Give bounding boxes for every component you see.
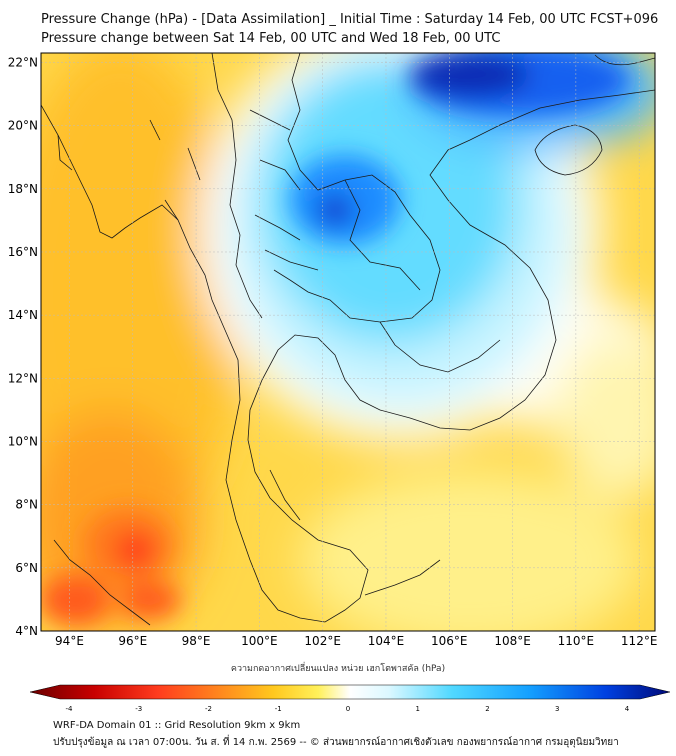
lon-label: 112°E — [621, 634, 658, 648]
colorbar-tick-label: 2 — [485, 705, 489, 713]
footer-credit: ปรับปรุงข้อมูล ณ เวลา 07:00น. วัน ส. ที่… — [53, 737, 619, 748]
map-frame — [40, 52, 656, 632]
colorbar-bar — [29, 684, 671, 700]
lat-label: 20°N — [8, 119, 38, 133]
lon-label: 94°E — [55, 634, 84, 648]
colorbar-tick-label: -4 — [66, 705, 74, 713]
lat-label: 8°N — [15, 498, 38, 512]
footer-model-info: WRF-DA Domain 01 :: Grid Resolution 9km … — [53, 720, 301, 731]
lon-label: 106°E — [431, 634, 468, 648]
colorbar-tick-label: 3 — [555, 705, 559, 713]
lat-label: 18°N — [8, 182, 38, 196]
longitude-labels: 94°E 96°E 98°E 100°E 102°E 104°E 106°E 108°E 110… — [55, 634, 657, 648]
colorbar-tick-label: 0 — [346, 705, 350, 713]
lat-label: 12°N — [8, 371, 38, 385]
lat-label: 10°N — [8, 434, 38, 448]
latitude-labels: 22°N 20°N 18°N 16°N 14°N 12°N 10°N 8°N 6°N 4°N — [8, 55, 38, 638]
colorbar-label: ความกดอากาศเปลี่ยนแปลง หน่วย เฮกโตพาสคัล… — [230, 664, 446, 674]
colorbar: -4 -3 -2 -1 0 1 2 3 4 — [29, 684, 671, 713]
colorbar-tick-label: -3 — [135, 705, 142, 713]
lat-label: 4°N — [15, 624, 38, 638]
map-subtitle: Pressure change between Sat 14 Feb, 00 U… — [41, 31, 501, 46]
graticule — [41, 53, 655, 631]
colorbar-tick-label: -2 — [205, 705, 212, 713]
lat-label: 16°N — [8, 245, 38, 259]
lat-label: 6°N — [15, 561, 38, 575]
lon-label: 110°E — [558, 634, 595, 648]
map-title: Pressure Change (hPa) - [Data Assimilati… — [41, 12, 659, 27]
lon-label: 100°E — [241, 634, 278, 648]
coastlines — [41, 53, 655, 626]
pressure-field — [41, 53, 655, 631]
lon-label: 102°E — [304, 634, 341, 648]
colorbar-tick-label: -1 — [275, 705, 282, 713]
lon-label: 96°E — [118, 634, 147, 648]
colorbar-tick-label: 4 — [625, 705, 630, 713]
lat-label: 22°N — [8, 55, 38, 69]
lon-label: 104°E — [368, 634, 405, 648]
lon-label: 98°E — [182, 634, 211, 648]
lat-label: 14°N — [8, 308, 38, 322]
lon-label: 108°E — [494, 634, 531, 648]
colorbar-tick-label: 1 — [416, 705, 420, 713]
